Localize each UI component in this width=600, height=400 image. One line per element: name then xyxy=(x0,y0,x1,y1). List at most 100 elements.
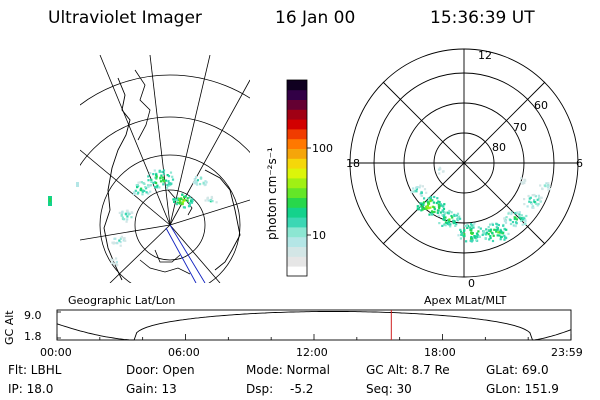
aurora-pixel xyxy=(503,234,506,237)
aurora-pixel xyxy=(462,235,465,238)
aurora-pixel xyxy=(421,185,424,188)
aurora-pixel xyxy=(179,197,182,201)
aurora-pixel xyxy=(116,242,119,245)
aurora-pixel xyxy=(131,211,134,214)
gain-info: Gain: 13 xyxy=(126,382,177,396)
aurora-pixel xyxy=(536,198,539,201)
aurora-pixel xyxy=(491,239,495,243)
aurora-pixel xyxy=(547,182,550,185)
aurora-pixel xyxy=(181,201,185,204)
aurora-pixel xyxy=(149,190,152,193)
aurora-pixel xyxy=(121,211,124,214)
geo-lat-circle xyxy=(80,74,250,106)
aurora-pixel xyxy=(204,183,207,186)
aurora-pixel xyxy=(433,195,436,199)
aurora-pixel xyxy=(488,229,491,232)
aurora-pixel xyxy=(503,217,506,220)
geo-lat-circle xyxy=(80,116,250,167)
aurora-pixel xyxy=(166,186,169,189)
aurora-pixel xyxy=(520,219,523,222)
aurora-pixel xyxy=(509,219,512,222)
aurora-pixel xyxy=(205,181,208,184)
aurora-pixel xyxy=(437,209,440,212)
aurora-pixel xyxy=(538,197,541,200)
aurora-pixel xyxy=(188,202,191,205)
aurora-pixel xyxy=(149,172,152,175)
aurora-pixel xyxy=(456,216,459,219)
aurora-pixel xyxy=(425,191,428,194)
aurora-pixel xyxy=(460,230,463,233)
aurora-pixel xyxy=(515,221,518,224)
aurora-pixel xyxy=(442,210,445,213)
aurora-pixel xyxy=(453,214,456,217)
aurora-pixel xyxy=(436,211,439,214)
aurora-pixel xyxy=(495,229,498,232)
aurora-pixel xyxy=(467,225,470,228)
aurora-pixel xyxy=(543,184,546,187)
aurora-pixel xyxy=(491,223,494,226)
aurora-pixel xyxy=(499,238,502,241)
aurora-pixel xyxy=(464,224,467,228)
aurora-pixel xyxy=(504,221,508,224)
aurora-pixel xyxy=(140,181,143,184)
aurora-pixel xyxy=(500,230,503,233)
time-label: 15:36:39 UT xyxy=(430,8,535,28)
dsp-label: Dsp: xyxy=(246,382,274,396)
geo-lat-circle xyxy=(99,154,241,283)
aurora-pixel xyxy=(196,183,199,186)
aurora-pixel xyxy=(427,197,430,200)
aurora-pixel xyxy=(120,236,123,239)
lat-ring-label-60: 60 xyxy=(534,99,548,112)
aurora-pixel xyxy=(505,228,508,231)
aurora-pixel xyxy=(425,205,428,208)
aurora-pixel xyxy=(154,176,157,179)
aurora-pixel xyxy=(478,235,481,238)
aurora-pixel xyxy=(190,201,194,204)
aurora-pixel xyxy=(502,224,505,227)
aurora-pixel xyxy=(210,196,213,199)
aurora-pixel xyxy=(182,198,185,202)
aurora-pixel xyxy=(520,214,523,217)
aurora-pixel xyxy=(149,184,152,187)
aurora-pixel xyxy=(441,213,444,217)
aurora-pixel xyxy=(171,175,174,178)
aurora-pixel xyxy=(431,213,434,216)
aurora-pixel xyxy=(136,184,139,187)
aurora-pixel xyxy=(156,184,159,187)
aurora-pixel xyxy=(161,176,165,179)
aurora-pixel xyxy=(427,201,430,204)
aurora-pixel xyxy=(541,187,544,191)
aurora-pixel xyxy=(186,197,189,200)
aurora-pixel xyxy=(118,211,121,214)
aurora-pixel xyxy=(505,237,508,240)
aurora-pixel xyxy=(507,212,510,215)
aurora-pixel xyxy=(444,224,447,227)
aurora-pixel xyxy=(491,232,494,235)
aurora-pixel xyxy=(495,230,498,233)
aurora-pixel xyxy=(423,197,426,200)
aurora-pixel xyxy=(147,179,150,182)
aurora-pixel xyxy=(137,191,140,194)
aurora-pixel xyxy=(437,214,440,217)
aurora-pixel xyxy=(130,216,133,219)
aurora-pixel xyxy=(110,258,113,261)
aurora-pixel xyxy=(441,170,445,173)
aurora-pixel xyxy=(124,212,128,216)
aurora-pixel xyxy=(443,216,446,219)
aurora-pixel xyxy=(523,203,526,206)
aurora-pixel xyxy=(110,261,114,265)
aurora-pixel xyxy=(423,207,426,210)
aurora-pixel xyxy=(433,208,436,211)
aurora-pixel xyxy=(471,239,474,242)
aurora-pixel xyxy=(516,211,519,214)
aurora-pixel xyxy=(126,209,129,212)
aurora-pixel xyxy=(162,169,166,172)
aurora-pixel xyxy=(489,223,492,226)
aurora-pixel xyxy=(523,178,527,181)
aurora-pixel xyxy=(466,226,469,229)
aurora-pixel xyxy=(123,218,126,221)
aurora-pixel xyxy=(548,188,551,191)
aurora-pixel xyxy=(539,184,542,187)
aurora-pixel xyxy=(437,168,441,171)
aurora-pixel xyxy=(493,228,496,231)
